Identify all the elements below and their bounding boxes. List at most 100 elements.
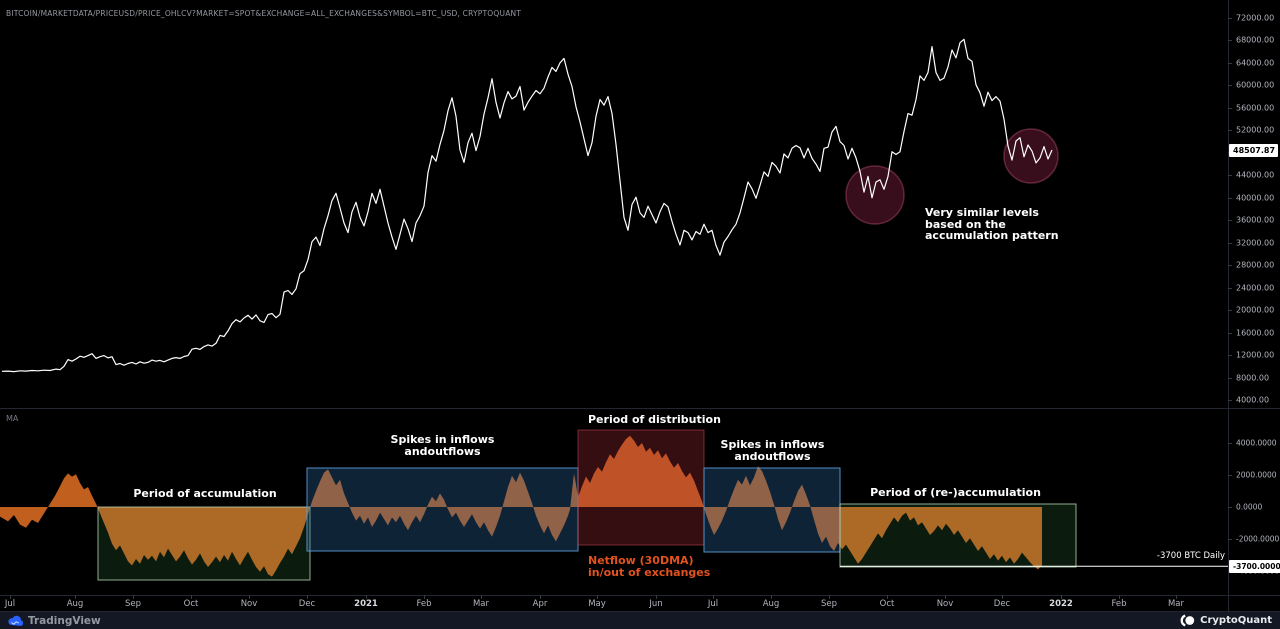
- tradingview-attribution[interactable]: TradingView: [8, 614, 101, 627]
- time-tick-mark: [481, 595, 482, 599]
- scale-tick-dash: [1228, 107, 1232, 109]
- scale-tick-label: 52000.00: [1236, 125, 1275, 135]
- pane-separator[interactable]: [0, 408, 1280, 409]
- region-box-spikes: [703, 467, 841, 553]
- time-tick-mark: [1061, 595, 1062, 599]
- scale-tick-dash: [1228, 443, 1232, 444]
- tradingview-label: TradingView: [28, 614, 101, 627]
- cryptoquant-logo-icon: [1180, 614, 1195, 627]
- time-tick-mark: [307, 595, 308, 599]
- time-tick-label: May: [588, 599, 606, 609]
- time-tick-mark: [771, 595, 772, 599]
- scale-tick-label: 72000.00: [1236, 13, 1275, 23]
- region-box-spikes: [306, 467, 579, 552]
- time-tick-mark: [424, 595, 425, 599]
- time-tick-mark: [713, 595, 714, 599]
- time-tick-label: Mar: [472, 599, 490, 609]
- time-tick-label: Oct: [879, 599, 895, 609]
- scale-tick-dash: [1228, 265, 1232, 267]
- time-tick-mark: [1002, 595, 1003, 599]
- scale-tick-label: 4000.0000: [1236, 438, 1277, 448]
- scale-tick-label: 20000.00: [1236, 305, 1275, 315]
- time-tick-label: Feb: [416, 599, 432, 609]
- scale-tick-label: 24000.00: [1236, 283, 1275, 293]
- scale-tick-label: 36000.00: [1236, 215, 1275, 225]
- scale-tick-dash: [1228, 475, 1232, 476]
- time-tick-label: Oct: [183, 599, 199, 609]
- time-tick-mark: [1176, 595, 1177, 599]
- price-line: [1, 38, 1053, 373]
- region-box-reaccumulation: [839, 503, 1077, 568]
- time-tick-label: Mar: [1167, 599, 1185, 609]
- time-tick-mark: [887, 595, 888, 599]
- scale-tick-label: 68000.00: [1236, 35, 1275, 45]
- time-tick-label: 2022: [1049, 599, 1073, 609]
- indicator-ma-label[interactable]: MA: [6, 414, 19, 423]
- scale-tick-dash: [1228, 539, 1232, 540]
- time-tick-mark: [945, 595, 946, 599]
- time-tick-mark: [829, 595, 830, 599]
- time-tick-label: Feb: [1111, 599, 1127, 609]
- scale-tick-label: 8000.00: [1236, 373, 1270, 383]
- scale-tick-label: 0.0000: [1236, 502, 1263, 512]
- scale-tick-label: 40000.00: [1236, 193, 1275, 203]
- scale-tick-label: 12000.00: [1236, 350, 1275, 360]
- highlight-circle: [845, 165, 905, 225]
- netflow-level-badge: -3700.0000: [1229, 560, 1280, 573]
- time-tick-mark: [597, 595, 598, 599]
- tradingview-logo-icon: [8, 615, 23, 626]
- scale-tick-label: 44000.00: [1236, 170, 1275, 180]
- time-tick-label: Jul: [4, 599, 16, 609]
- cryptoquant-label: CryptoQuant: [1200, 615, 1272, 626]
- scale-tick-label: 56000.00: [1236, 103, 1275, 113]
- scale-tick-label: -2000.0000: [1236, 534, 1280, 544]
- scale-tick-dash: [1228, 220, 1232, 222]
- time-tick-mark: [366, 595, 367, 599]
- region-box-distribution: [577, 429, 705, 546]
- time-tick-mark: [656, 595, 657, 599]
- scale-tick-dash: [1228, 310, 1232, 312]
- scale-tick-dash: [1228, 399, 1232, 401]
- scale-tick-dash: [1228, 62, 1232, 64]
- scale-tick-dash: [1228, 85, 1232, 87]
- scale-tick-dash: [1228, 130, 1232, 132]
- region-box-accumulation: [97, 506, 311, 581]
- scale-tick-label: 28000.00: [1236, 260, 1275, 270]
- time-tick-label: Dec: [298, 599, 316, 609]
- time-axis-border: [0, 595, 1280, 596]
- time-tick-label: 2021: [354, 599, 378, 609]
- last-price-badge: 48507.87: [1229, 144, 1279, 157]
- scale-tick-label: 60000.00: [1236, 80, 1275, 90]
- time-tick-mark: [540, 595, 541, 599]
- time-tick-mark: [75, 595, 76, 599]
- scale-tick-dash: [1228, 175, 1232, 177]
- scale-tick-label: 64000.00: [1236, 58, 1275, 68]
- time-tick-label: Dec: [993, 599, 1011, 609]
- time-tick-label: Sep: [124, 599, 142, 609]
- time-tick-label: Jun: [649, 599, 663, 609]
- time-tick-label: Sep: [820, 599, 838, 609]
- series-title: BITCOIN/MARKETDATA/PRICEUSD/PRICE_OHLCV?…: [6, 9, 522, 18]
- scale-tick-dash: [1228, 332, 1232, 334]
- scale-tick-label: 2000.0000: [1236, 470, 1277, 480]
- scale-tick-dash: [1228, 242, 1232, 244]
- netflow-area: [0, 435, 1042, 577]
- price-scale-border: [1228, 0, 1229, 611]
- time-tick-mark: [10, 595, 11, 599]
- time-tick-label: Jul: [707, 599, 719, 609]
- cryptoquant-attribution[interactable]: CryptoQuant: [1179, 614, 1272, 627]
- scale-tick-dash: [1228, 287, 1232, 289]
- scale-tick-dash: [1228, 40, 1232, 42]
- footer-bar: TradingView CryptoQuant: [0, 611, 1280, 629]
- time-tick-mark: [191, 595, 192, 599]
- scale-tick-label: 4000.00: [1236, 395, 1270, 405]
- scale-tick-dash: [1228, 355, 1232, 357]
- scale-tick-dash: [1228, 507, 1232, 508]
- scale-tick-label: 32000.00: [1236, 238, 1275, 248]
- time-tick-label: Nov: [936, 599, 954, 609]
- scale-tick-label: 16000.00: [1236, 328, 1275, 338]
- time-tick-mark: [249, 595, 250, 599]
- time-tick-mark: [133, 595, 134, 599]
